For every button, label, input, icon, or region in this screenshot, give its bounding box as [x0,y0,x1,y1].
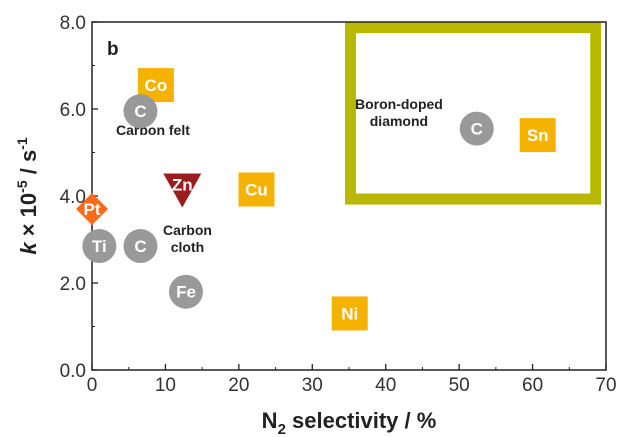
point-zn-triangle-down: Zn [163,173,202,208]
point-c-circle: C [459,111,494,146]
x-tick-label: 50 [449,375,470,396]
y-axis-label: k × 10-5 / s-1 [14,137,41,254]
point-label: C [134,237,146,256]
point-label: Sn [527,126,549,145]
point-c-circle: C [123,229,158,264]
circle-marker [82,229,117,264]
x-axis-label-rest: selectivity / % [286,408,436,433]
y-tick-label: 6.0 [60,100,86,121]
x-tick-label: 10 [155,375,176,396]
square-marker [519,118,556,153]
annotation: Carbon felt [116,122,190,138]
y-axis-label-k: k [16,241,41,255]
highlight-box [344,22,602,205]
annotation-line: Boron-doped [355,96,443,112]
annotation: Boron-doped diamond [355,96,443,129]
point-pt-diamond: Pt [76,193,108,226]
x-tick-label: 30 [302,375,323,396]
point-label: Cu [245,180,268,199]
annotation-line: Carbon felt [116,122,190,138]
annotation-line: diamond [370,113,428,129]
point-ni-square: Ni [331,296,368,331]
point-label: C [471,120,483,139]
x-tick-label: 40 [375,375,396,396]
circle-marker [123,229,158,264]
point-label: C [134,102,146,121]
y-axis-label-sup1: -5 [14,180,30,193]
point-label: Pt [84,200,101,219]
point-ti-circle: Ti [82,229,117,264]
square-marker [238,172,275,207]
point-label: Ti [92,237,107,256]
point-label: Co [145,76,168,95]
x-axis-label: N2 selectivity / % [262,408,437,437]
point-sn-square: Sn [519,118,556,153]
circle-marker [123,94,158,129]
diamond-marker [76,193,108,226]
point-cu-square: Cu [238,172,275,207]
point-label: Fe [176,283,196,302]
y-tick-label: 4.0 [60,187,86,208]
y-tick-label: 2.0 [60,274,86,295]
point-label: Zn [172,175,193,194]
annotation-line: Carbon [163,222,212,238]
triangle-marker [163,173,202,208]
annotation-line: cloth [171,239,204,255]
y-axis-label-sup2: -1 [14,137,30,150]
x-axis-label-subscript: 2 [278,421,286,437]
point-fe-circle: Fe [168,274,203,309]
x-axis-label-main: N [262,408,278,433]
x-tick-label: 70 [595,375,616,396]
point-c-circle: C [123,94,158,129]
square-marker [331,296,368,331]
circle-marker [168,274,203,309]
annotation: Carbon cloth [163,222,212,255]
point-label: Ni [341,304,358,323]
x-tick-label: 20 [228,375,249,396]
x-tick-label: 0 [87,375,98,396]
y-axis-label-unit: / s [16,150,41,181]
circle-marker [459,111,494,146]
y-tick-label: 0.0 [60,361,86,382]
y-axis-label-mid: × 10 [16,193,41,243]
y-tick-label: 8.0 [60,13,86,34]
point-co-square: Co [137,68,174,103]
panel-label: b [107,39,119,60]
x-tick-label: 60 [522,375,543,396]
